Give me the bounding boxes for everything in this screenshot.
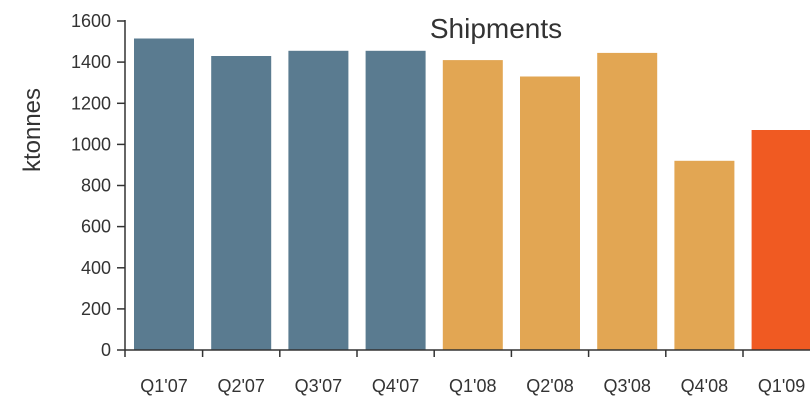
y-tick-label-1: 200 — [81, 299, 111, 319]
x-tick-label-1: Q2'07 — [217, 376, 264, 396]
y-tick-label-3: 600 — [81, 217, 111, 237]
y-axis-title: ktonnes — [19, 88, 46, 172]
bar-1 — [211, 56, 272, 350]
y-tick-label-4: 800 — [81, 176, 111, 196]
bar-4 — [442, 60, 503, 350]
x-tick-label-5: Q2'08 — [526, 376, 573, 396]
y-tick-label-5: 1000 — [71, 134, 111, 154]
bar-6 — [597, 52, 658, 351]
bar-8 — [751, 130, 810, 350]
y-tick-label-6: 1200 — [71, 93, 111, 113]
x-tick-label-0: Q1'07 — [140, 376, 187, 396]
chart-title: Shipments — [430, 13, 562, 44]
bars — [134, 38, 810, 351]
x-tick-label-7: Q4'08 — [681, 376, 728, 396]
bar-2 — [288, 50, 349, 351]
x-tick-label-4: Q1'08 — [449, 376, 496, 396]
y-ticks: 0 200 400 600 800 1000 1200 1400 1600 — [71, 11, 125, 360]
x-tick-label-6: Q3'08 — [603, 376, 650, 396]
x-ticks: Q1'07 Q2'07 Q3'07 Q4'07 Q1'08 Q2'08 Q3'08 Q4'08… — [124, 350, 805, 396]
x-tick-label-8: Q1'09 — [758, 376, 805, 396]
bar-5 — [520, 76, 580, 350]
y-tick-label-7: 1400 — [71, 52, 111, 72]
x-tick-label-2: Q3'07 — [295, 376, 342, 396]
y-tick-label-8: 1600 — [71, 11, 111, 31]
x-tick-label-3: Q4'07 — [372, 376, 419, 396]
y-tick-label-0: 0 — [101, 340, 111, 360]
bar-3 — [365, 50, 426, 351]
bar-7 — [674, 160, 735, 350]
bar-0 — [134, 38, 194, 350]
y-tick-label-2: 400 — [81, 258, 111, 278]
